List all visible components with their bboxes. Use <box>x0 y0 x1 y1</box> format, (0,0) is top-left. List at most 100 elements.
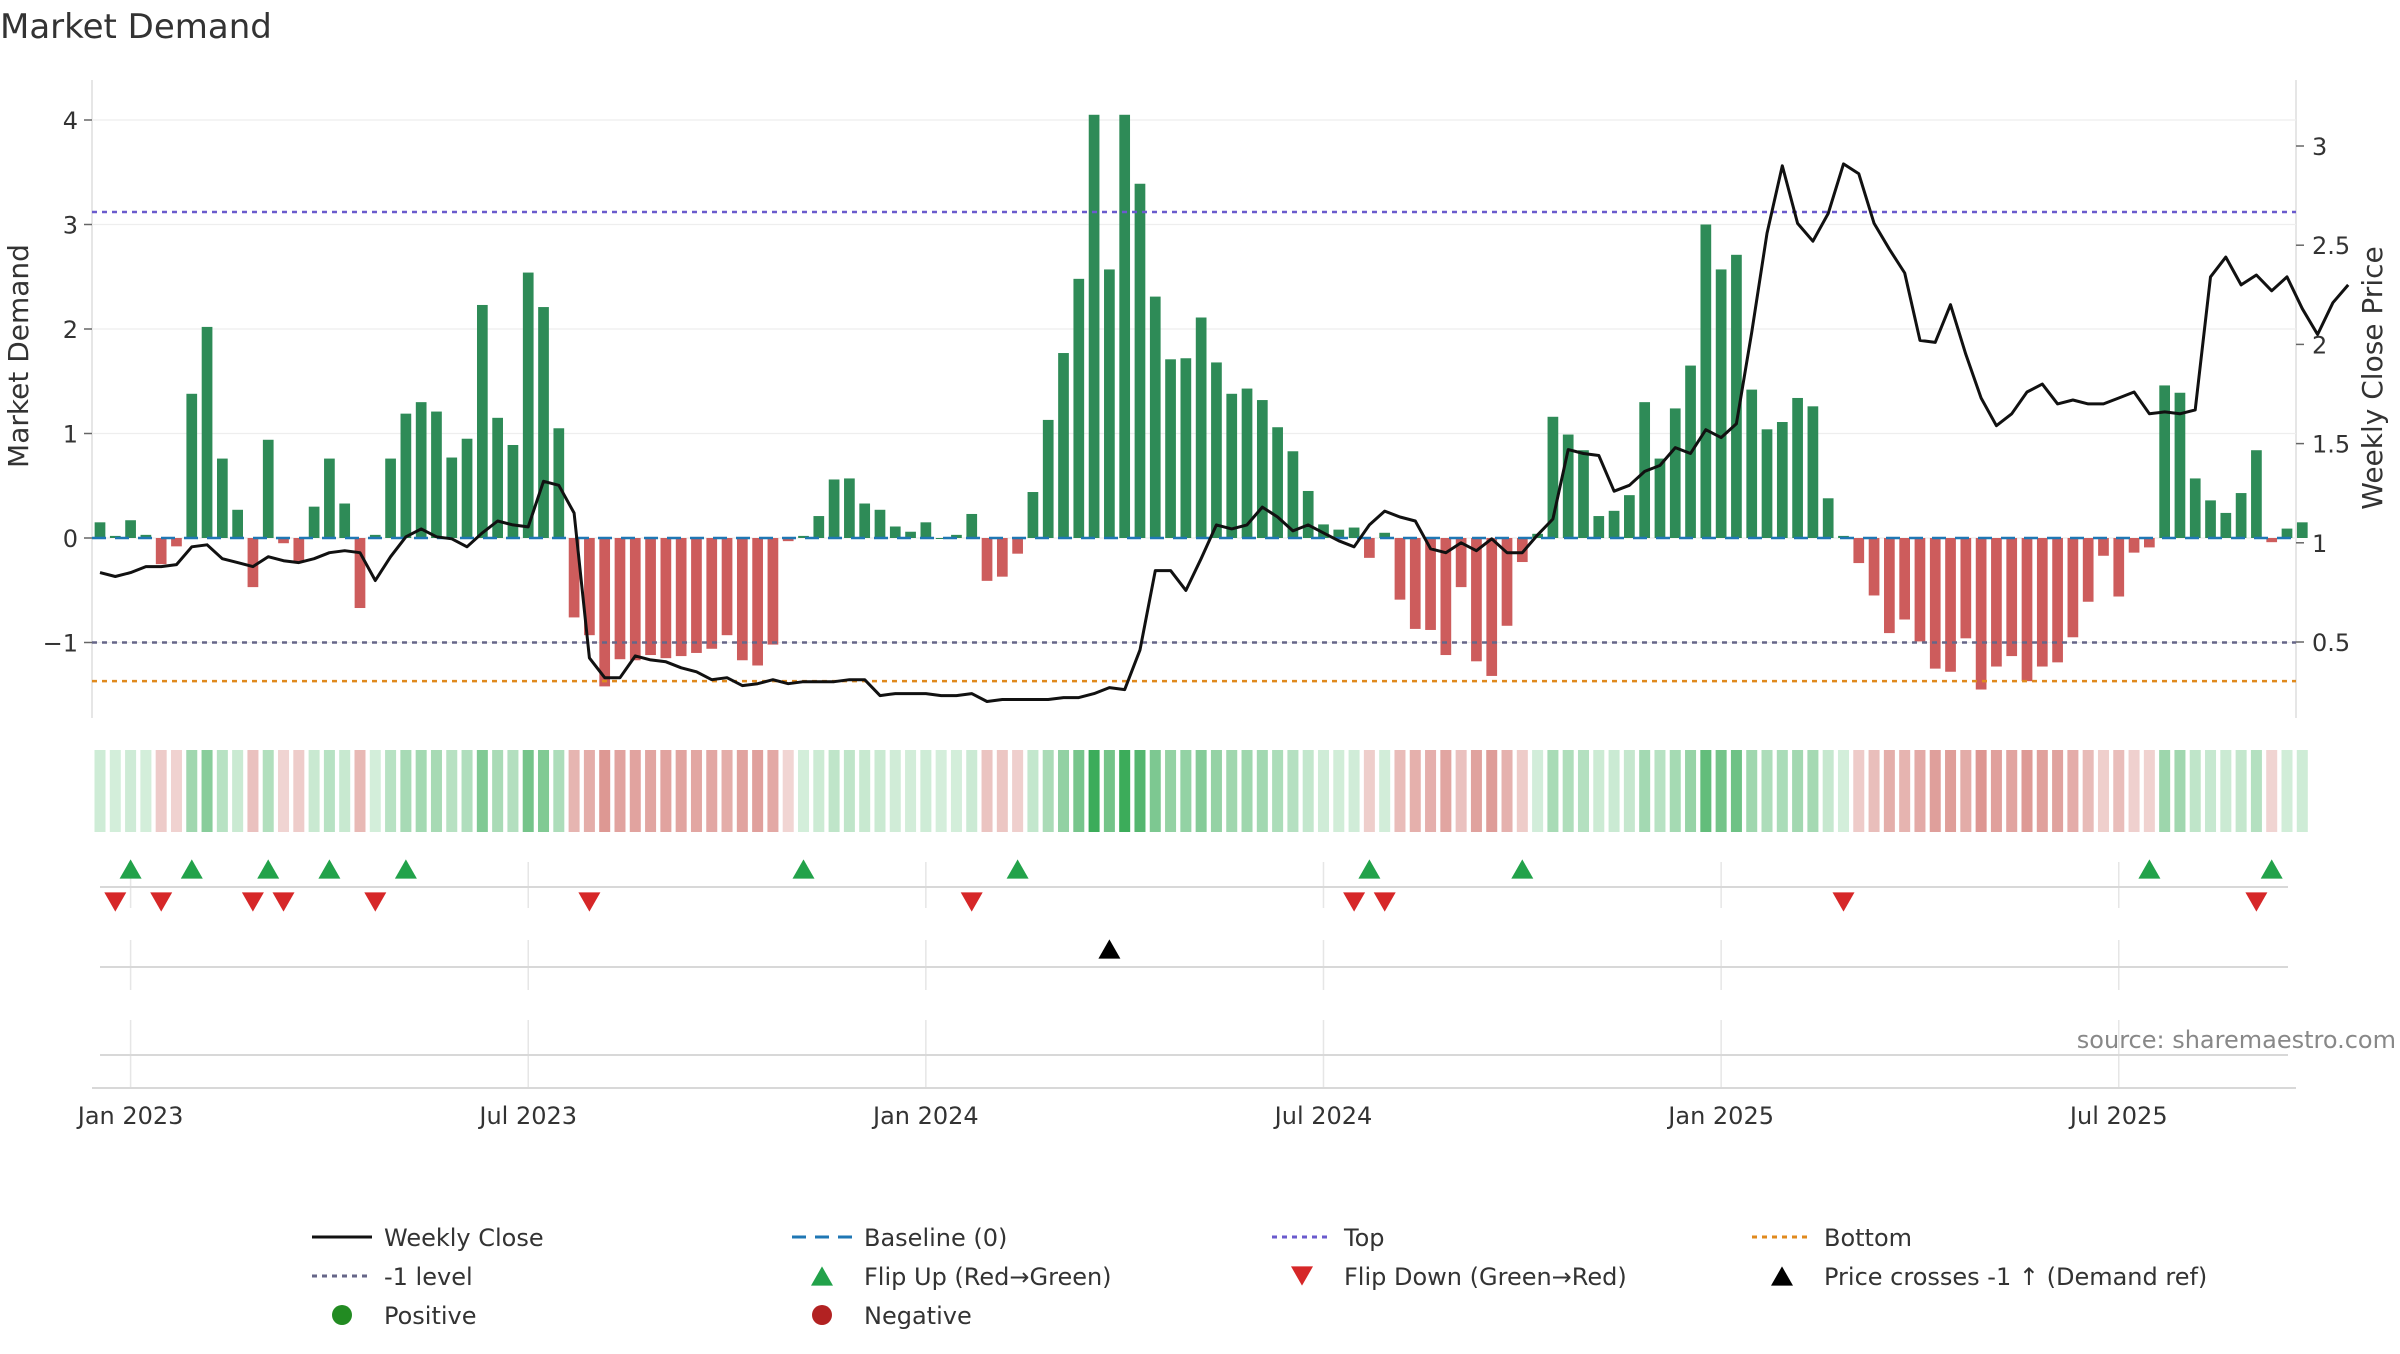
legend: Weekly Close Baseline (0) Top Bottom -1 leve… <box>312 1224 2207 1330</box>
legend-swatch <box>811 1266 833 1286</box>
heat-cell <box>843 750 855 832</box>
demand-bar <box>660 538 672 659</box>
demand-bar <box>951 534 962 538</box>
weekly-close-line <box>99 162 2350 703</box>
heat-cell <box>1180 750 1192 832</box>
demand-bar <box>1822 498 1834 538</box>
heat-cell <box>1470 750 1482 832</box>
demand-bar <box>369 534 381 538</box>
demand-bar <box>1746 389 1758 538</box>
demand-bar <box>247 538 259 588</box>
demand-bar <box>1547 416 1559 538</box>
heat-cell <box>538 750 550 832</box>
heat-cell <box>1929 750 1941 832</box>
legend-label: Baseline (0) <box>864 1224 1007 1252</box>
legend-item: Positive <box>332 1302 477 1330</box>
demand-bar <box>1929 538 1941 669</box>
demand-bar <box>1302 490 1314 538</box>
demand-bar <box>522 272 534 538</box>
demand-bar <box>400 413 412 538</box>
legend-swatch <box>812 1305 832 1325</box>
heat-cell <box>2281 750 2293 832</box>
heat-cell <box>981 750 993 832</box>
heat-cell <box>1027 750 1039 832</box>
demand-bar <box>675 538 687 657</box>
heat-cell <box>1287 750 1299 832</box>
heat-cell <box>1256 750 1268 832</box>
demand-bar <box>431 411 442 538</box>
heat-cell <box>2113 750 2125 832</box>
demand-bar <box>1853 538 1865 564</box>
demand-bar <box>94 522 106 538</box>
heat-cell <box>2021 750 2033 832</box>
demand-bar <box>1088 114 1100 539</box>
heat-cell <box>2006 750 2018 832</box>
y-right-tick-label: 2 <box>2312 331 2327 359</box>
demand-bar <box>1899 538 1911 620</box>
demand-bar <box>2113 538 2125 597</box>
heat-cell <box>2067 750 2079 832</box>
demand-bar <box>2220 512 2232 538</box>
heat-cell <box>1975 750 1987 832</box>
y-tick-label: −1 <box>43 630 78 658</box>
heat-cell <box>461 750 473 832</box>
heat-cell <box>645 750 657 832</box>
demand-bar <box>935 538 947 539</box>
demand-bar <box>2251 450 2262 538</box>
heat-cell <box>400 750 412 832</box>
source-note: source: sharemaestro.com <box>2077 1026 2396 1054</box>
demand-bar <box>324 458 335 538</box>
demand-bar <box>140 534 152 538</box>
demand-bar <box>920 522 932 538</box>
heat-cell <box>1792 750 1804 832</box>
demand-bar <box>2021 538 2033 682</box>
demand-bar <box>889 526 901 538</box>
heat-cell <box>553 750 565 832</box>
chart-title: Market Demand <box>0 7 272 47</box>
demand-bar <box>2052 538 2063 663</box>
demand-bar <box>645 538 656 656</box>
demand-bar <box>798 535 809 538</box>
heat-cell <box>430 750 442 832</box>
heat-cell <box>369 750 381 832</box>
legend-label: Bottom <box>1824 1224 1912 1252</box>
heat-cell <box>1103 750 1115 832</box>
heat-cell <box>905 750 917 832</box>
heat-cell <box>1654 750 1666 832</box>
flip-up-marker <box>1006 859 1029 879</box>
demand-bar <box>2235 493 2247 538</box>
heat-cell <box>1623 750 1635 832</box>
demand-bar <box>1012 538 1023 554</box>
flip-up-marker <box>1358 859 1381 879</box>
flip-down-marker <box>1832 892 1855 912</box>
demand-bar <box>461 438 473 538</box>
heat-cell <box>798 750 810 832</box>
heat-cell <box>736 750 748 832</box>
heat-cell <box>1608 750 1620 832</box>
heat-cell <box>583 750 595 832</box>
heat-cell <box>201 750 213 832</box>
heat-cell <box>278 750 290 832</box>
legend-label: Flip Up (Red→Green) <box>864 1263 1112 1291</box>
heat-cell <box>859 750 871 832</box>
heat-cell <box>1195 750 1207 832</box>
x-tick-label: Jul 2024 <box>1273 1102 1373 1130</box>
demand-bar <box>1027 492 1039 538</box>
heat-cell <box>2189 750 2201 832</box>
demand-bar <box>216 458 228 538</box>
price-cross-marker <box>1098 939 1121 959</box>
demand-bar <box>415 402 427 538</box>
demand-bar <box>1455 538 1467 588</box>
y-right-tick-label: 2.5 <box>2312 232 2350 260</box>
heat-cell <box>1914 750 1926 832</box>
heat-cell <box>2205 750 2217 832</box>
heat-cell <box>1486 750 1498 832</box>
demand-bar <box>507 444 519 538</box>
heat-cell <box>170 750 182 832</box>
demand-bar <box>155 538 167 565</box>
heat-cell <box>262 750 274 832</box>
demand-bar <box>1440 538 1452 656</box>
heat-cell <box>1210 750 1222 832</box>
